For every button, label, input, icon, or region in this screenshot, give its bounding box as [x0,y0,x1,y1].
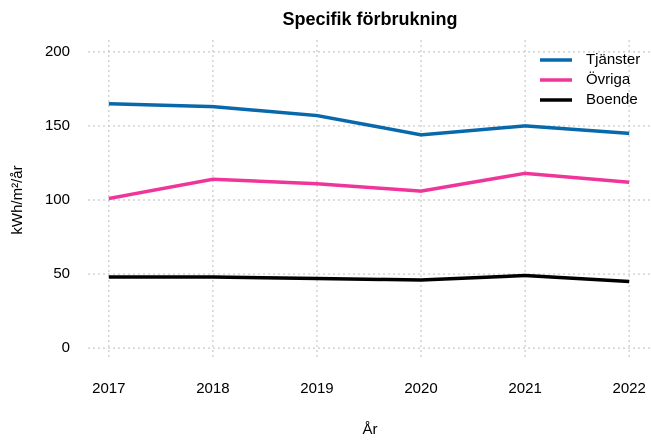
legend-label: Boende [586,91,638,108]
x-axis-label: År [363,421,378,437]
chart-title: Specifik förbrukning [282,9,457,29]
x-tick-label: 2017 [92,380,125,397]
y-tick-label: 150 [45,117,70,134]
y-tick-label: 100 [45,191,70,208]
line-series [108,171,630,201]
y-tick-label: 0 [62,339,70,356]
x-tick-label: 2020 [404,380,437,397]
legend-label: Övriga [586,70,631,88]
y-tick-label: 200 [45,43,70,60]
y-axis-label: kWh/m²/år [9,165,26,234]
line-series [108,101,630,137]
x-tick-label: 2018 [196,380,229,397]
legend-label: Tjänster [586,51,640,68]
line-series [108,273,630,284]
x-tick-label: 2021 [508,380,541,397]
x-tick-label: 2022 [612,380,645,397]
y-tick-label: 50 [53,265,70,282]
x-tick-label: 2019 [300,380,333,397]
